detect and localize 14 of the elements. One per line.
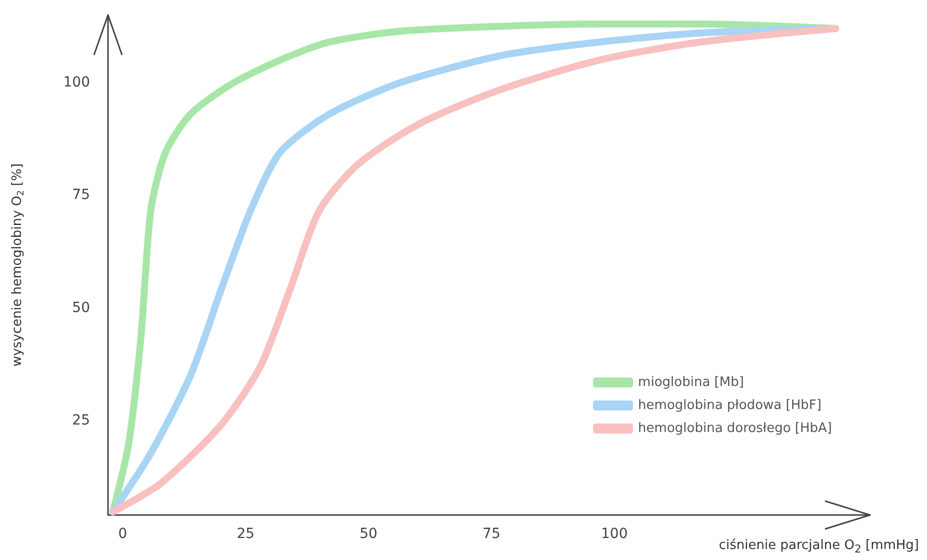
y-tick-label: 75	[72, 187, 90, 204]
x-axis-title: ciśnienie parcjalne O$_{2}$ [mmHg]	[718, 538, 919, 556]
y-axis-title: wysycenie hemoglobiny O2 [%]	[10, 163, 26, 367]
legend-label: hemoglobina płodowa [HbF]	[638, 398, 822, 413]
y-tick-label: 25	[72, 412, 90, 428]
x-tick-label: 75	[482, 526, 500, 542]
x-tick-label: 50	[360, 526, 378, 542]
legend-label: hemoglobina dorosłego [HbA]	[638, 421, 832, 436]
y-tick-label: 50	[72, 300, 90, 316]
legend-label: mioglobina [Mb]	[638, 375, 744, 390]
x-tick-label: 25	[236, 526, 255, 542]
y-tick-label: 100	[63, 74, 90, 91]
x-tick-label: 100	[600, 526, 628, 542]
x-tick-label: 0	[118, 526, 128, 542]
